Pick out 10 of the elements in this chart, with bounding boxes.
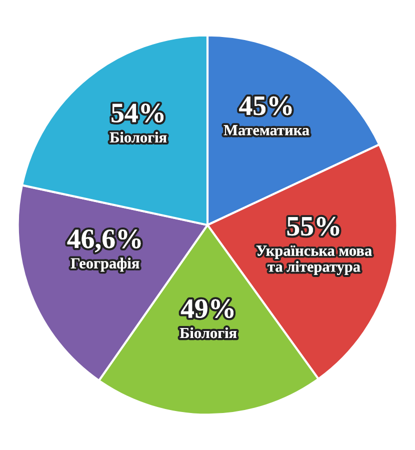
slice-label: Українська мова та література <box>256 245 372 275</box>
slice-label: Біологія <box>180 327 237 338</box>
slice-label: Географія <box>70 258 140 272</box>
slice-label: Математика <box>224 125 310 136</box>
data-label: 46,6% <box>67 230 141 252</box>
data-label: 55% <box>287 216 340 236</box>
data-label: 49% <box>180 299 234 318</box>
data-label: 45% <box>239 96 292 116</box>
data-label: 54% <box>112 104 164 122</box>
slice-label: Біологія <box>110 132 167 143</box>
